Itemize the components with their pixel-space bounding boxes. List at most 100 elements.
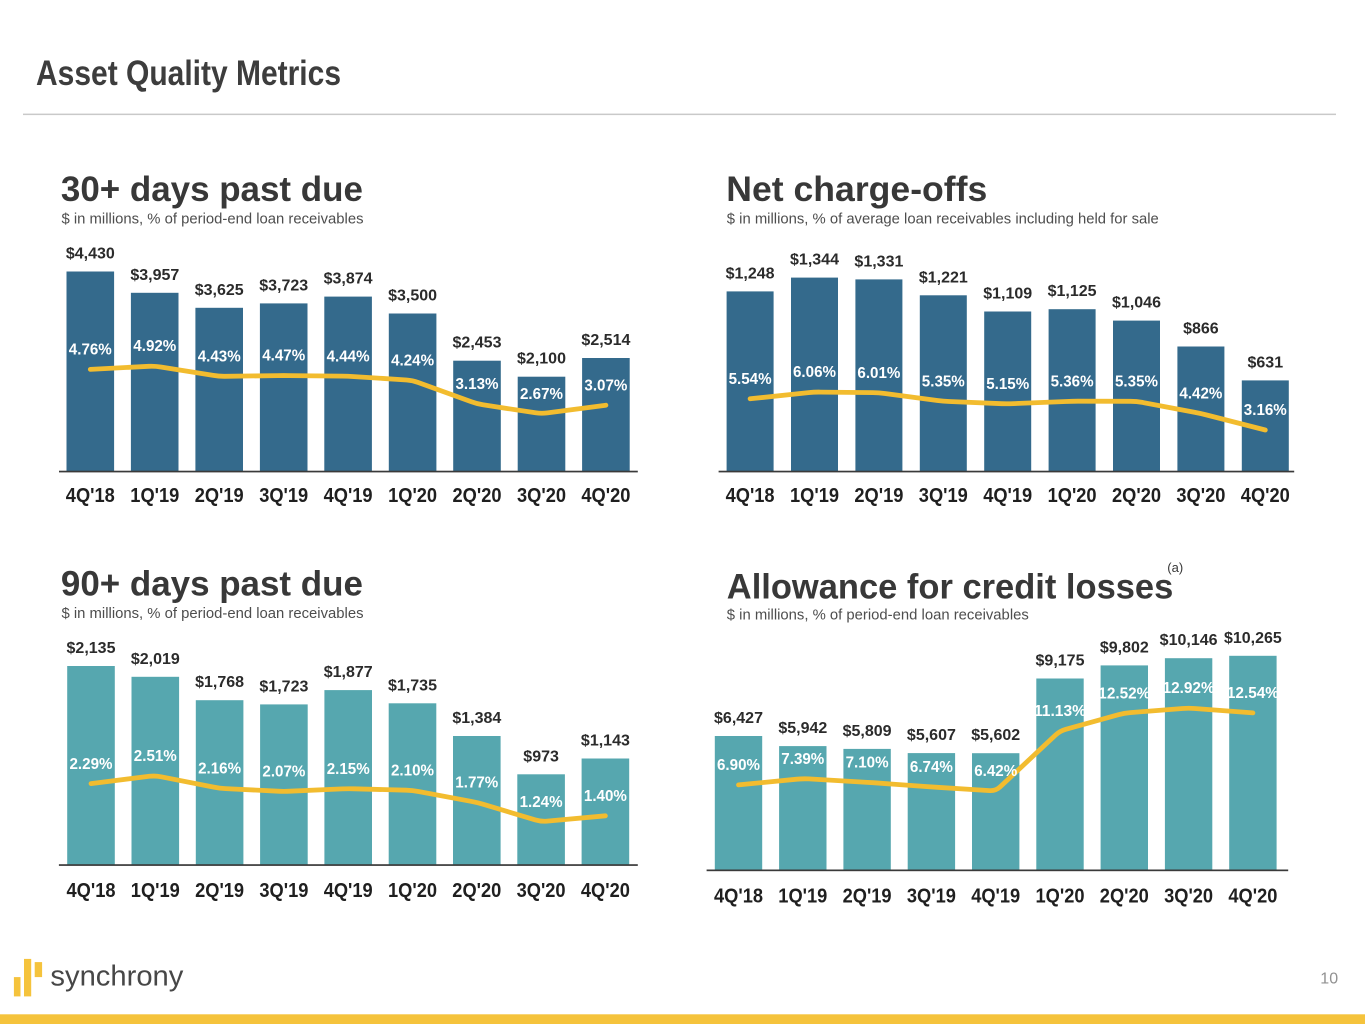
- svg-text:30+ days past due: 30+ days past due: [61, 170, 363, 209]
- svg-text:4Q'18: 4Q'18: [714, 886, 763, 908]
- svg-text:3Q'20: 3Q'20: [1164, 886, 1213, 908]
- svg-text:3.13%: 3.13%: [456, 376, 499, 393]
- svg-text:2Q'19: 2Q'19: [195, 485, 244, 507]
- svg-text:3Q'19: 3Q'19: [259, 880, 308, 902]
- svg-text:Allowance for credit losses: Allowance for credit losses: [727, 568, 1174, 607]
- svg-text:$ in millions, % of period-end: $ in millions, % of period-end loan rece…: [62, 605, 364, 622]
- svg-text:1Q'19: 1Q'19: [790, 485, 839, 507]
- svg-text:$5,809: $5,809: [843, 723, 892, 740]
- svg-text:$1,877: $1,877: [324, 664, 373, 681]
- svg-text:1Q'20: 1Q'20: [388, 880, 437, 902]
- svg-text:$1,143: $1,143: [581, 733, 630, 750]
- svg-text:4Q'19: 4Q'19: [971, 886, 1020, 908]
- svg-text:7.39%: 7.39%: [781, 751, 824, 768]
- svg-text:2Q'20: 2Q'20: [452, 880, 501, 902]
- svg-text:12.52%: 12.52%: [1098, 685, 1150, 702]
- svg-text:4Q'19: 4Q'19: [983, 485, 1032, 507]
- svg-text:1.40%: 1.40%: [584, 788, 627, 805]
- svg-text:5.36%: 5.36%: [1051, 373, 1094, 390]
- svg-text:2.16%: 2.16%: [198, 761, 241, 778]
- svg-text:6.74%: 6.74%: [910, 759, 953, 776]
- svg-text:2Q'19: 2Q'19: [854, 485, 903, 507]
- svg-text:1.24%: 1.24%: [520, 794, 563, 811]
- svg-text:1Q'20: 1Q'20: [388, 485, 437, 507]
- svg-text:$1,331: $1,331: [854, 253, 903, 270]
- svg-text:$973: $973: [523, 748, 559, 765]
- svg-text:4Q'18: 4Q'18: [67, 880, 116, 902]
- svg-text:12.92%: 12.92%: [1163, 680, 1215, 697]
- svg-text:3Q'20: 3Q'20: [517, 485, 566, 507]
- svg-text:$1,384: $1,384: [452, 710, 501, 727]
- svg-text:1Q'20: 1Q'20: [1048, 485, 1097, 507]
- svg-text:$9,175: $9,175: [1036, 653, 1085, 670]
- svg-text:3Q'20: 3Q'20: [1176, 485, 1225, 507]
- svg-text:6.01%: 6.01%: [857, 365, 900, 382]
- svg-text:10: 10: [1320, 971, 1338, 988]
- svg-text:5.54%: 5.54%: [729, 371, 772, 388]
- svg-text:Net charge-offs: Net charge-offs: [726, 170, 987, 209]
- svg-text:3Q'20: 3Q'20: [517, 880, 566, 902]
- svg-text:4Q'18: 4Q'18: [66, 485, 115, 507]
- svg-text:Asset Quality Metrics: Asset Quality Metrics: [36, 54, 341, 93]
- svg-text:5.35%: 5.35%: [1115, 374, 1158, 391]
- svg-text:5.35%: 5.35%: [922, 374, 965, 391]
- svg-text:$866: $866: [1183, 321, 1219, 338]
- svg-text:$10,146: $10,146: [1160, 632, 1218, 649]
- svg-text:7.10%: 7.10%: [846, 755, 889, 772]
- svg-text:1Q'19: 1Q'19: [778, 886, 827, 908]
- svg-text:4.43%: 4.43%: [198, 349, 241, 366]
- svg-text:1.77%: 1.77%: [455, 775, 498, 792]
- svg-text:synchrony: synchrony: [50, 961, 184, 993]
- svg-text:1Q'19: 1Q'19: [130, 485, 179, 507]
- svg-text:12.54%: 12.54%: [1227, 685, 1279, 702]
- svg-text:$1,125: $1,125: [1048, 283, 1097, 300]
- svg-text:6.90%: 6.90%: [717, 757, 760, 774]
- svg-text:$3,625: $3,625: [195, 282, 244, 299]
- svg-text:$10,265: $10,265: [1224, 630, 1282, 647]
- svg-text:$2,453: $2,453: [453, 335, 502, 352]
- svg-text:$1,109: $1,109: [983, 286, 1032, 303]
- svg-text:3.16%: 3.16%: [1244, 402, 1287, 419]
- svg-text:4Q'18: 4Q'18: [726, 485, 775, 507]
- svg-text:4Q'20: 4Q'20: [1241, 485, 1290, 507]
- svg-text:$3,957: $3,957: [130, 267, 179, 284]
- svg-text:11.13%: 11.13%: [1034, 703, 1086, 720]
- svg-text:4Q'19: 4Q'19: [324, 485, 373, 507]
- svg-text:$1,248: $1,248: [726, 265, 775, 282]
- svg-text:2.07%: 2.07%: [262, 764, 305, 781]
- svg-text:3Q'19: 3Q'19: [259, 485, 308, 507]
- svg-text:(a): (a): [1167, 560, 1183, 575]
- svg-text:5.15%: 5.15%: [986, 376, 1029, 393]
- svg-text:$1,768: $1,768: [195, 674, 244, 691]
- svg-text:$2,100: $2,100: [517, 351, 566, 368]
- svg-text:4.24%: 4.24%: [391, 353, 434, 370]
- svg-text:$9,802: $9,802: [1100, 639, 1149, 656]
- svg-text:4Q'20: 4Q'20: [581, 880, 630, 902]
- svg-text:$2,514: $2,514: [581, 332, 630, 349]
- svg-text:$3,874: $3,874: [324, 271, 373, 288]
- svg-text:2.67%: 2.67%: [520, 386, 563, 403]
- svg-text:$5,607: $5,607: [907, 727, 956, 744]
- svg-text:$1,723: $1,723: [259, 678, 308, 695]
- svg-text:1Q'20: 1Q'20: [1036, 886, 1085, 908]
- svg-text:2Q'19: 2Q'19: [195, 880, 244, 902]
- svg-text:2Q'20: 2Q'20: [1112, 485, 1161, 507]
- svg-text:6.42%: 6.42%: [974, 763, 1017, 780]
- svg-text:6.06%: 6.06%: [793, 364, 836, 381]
- svg-text:$3,500: $3,500: [388, 288, 437, 305]
- svg-text:4.47%: 4.47%: [262, 348, 305, 365]
- svg-text:$1,046: $1,046: [1112, 295, 1161, 312]
- svg-text:4Q'20: 4Q'20: [1228, 886, 1277, 908]
- svg-text:2.10%: 2.10%: [391, 763, 434, 780]
- svg-text:$ in millions, % of average lo: $ in millions, % of average loan receiva…: [727, 211, 1159, 228]
- svg-text:$631: $631: [1248, 354, 1284, 371]
- svg-text:$4,430: $4,430: [66, 246, 115, 263]
- svg-text:4Q'19: 4Q'19: [324, 880, 373, 902]
- svg-text:1Q'19: 1Q'19: [131, 880, 180, 902]
- svg-text:$2,135: $2,135: [67, 640, 116, 657]
- svg-text:3Q'19: 3Q'19: [919, 485, 968, 507]
- svg-text:$ in millions, % of period-end: $ in millions, % of period-end loan rece…: [62, 211, 364, 228]
- svg-text:$5,602: $5,602: [971, 727, 1020, 744]
- svg-text:$1,221: $1,221: [919, 269, 968, 286]
- svg-text:3.07%: 3.07%: [584, 377, 627, 394]
